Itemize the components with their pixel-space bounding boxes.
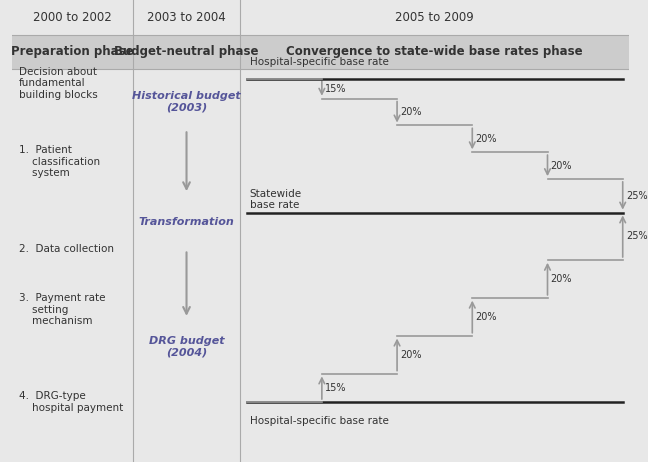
- Text: 15%: 15%: [325, 383, 347, 393]
- Text: 3.  Payment rate
    setting
    mechanism: 3. Payment rate setting mechanism: [19, 293, 105, 326]
- Text: 20%: 20%: [551, 161, 572, 170]
- Text: 1.  Patient
    classification
    system: 1. Patient classification system: [19, 145, 100, 178]
- Text: 15%: 15%: [325, 84, 347, 94]
- Text: Decision about
fundamental
building blocks: Decision about fundamental building bloc…: [19, 67, 97, 100]
- Text: 20%: 20%: [476, 312, 497, 322]
- Text: 4.  DRG-type
    hospital payment: 4. DRG-type hospital payment: [19, 391, 122, 413]
- Text: Convergence to state-wide base rates phase: Convergence to state-wide base rates pha…: [286, 45, 583, 59]
- Text: 2003 to 2004: 2003 to 2004: [147, 11, 226, 24]
- Text: 20%: 20%: [476, 134, 497, 144]
- Text: DRG budget
(2004): DRG budget (2004): [148, 336, 224, 357]
- Text: Hospital-specific base rate: Hospital-specific base rate: [249, 416, 389, 426]
- Text: Budget-neutral phase: Budget-neutral phase: [114, 45, 259, 59]
- FancyBboxPatch shape: [12, 35, 629, 69]
- FancyBboxPatch shape: [12, 0, 629, 35]
- Text: Transformation: Transformation: [139, 217, 235, 227]
- Text: 2005 to 2009: 2005 to 2009: [395, 11, 474, 24]
- Text: 25%: 25%: [626, 231, 647, 241]
- Text: 25%: 25%: [626, 191, 647, 201]
- Text: Historical budget
(2003): Historical budget (2003): [132, 91, 241, 112]
- Text: Hospital-specific base rate: Hospital-specific base rate: [249, 57, 389, 67]
- Text: 2.  Data collection: 2. Data collection: [19, 244, 113, 255]
- Text: Preparation phase: Preparation phase: [11, 45, 133, 59]
- Text: 20%: 20%: [400, 107, 422, 117]
- Text: Statewide
base rate: Statewide base rate: [249, 188, 302, 210]
- Text: 2000 to 2002: 2000 to 2002: [33, 11, 112, 24]
- Text: 20%: 20%: [551, 274, 572, 284]
- Text: 20%: 20%: [400, 350, 422, 359]
